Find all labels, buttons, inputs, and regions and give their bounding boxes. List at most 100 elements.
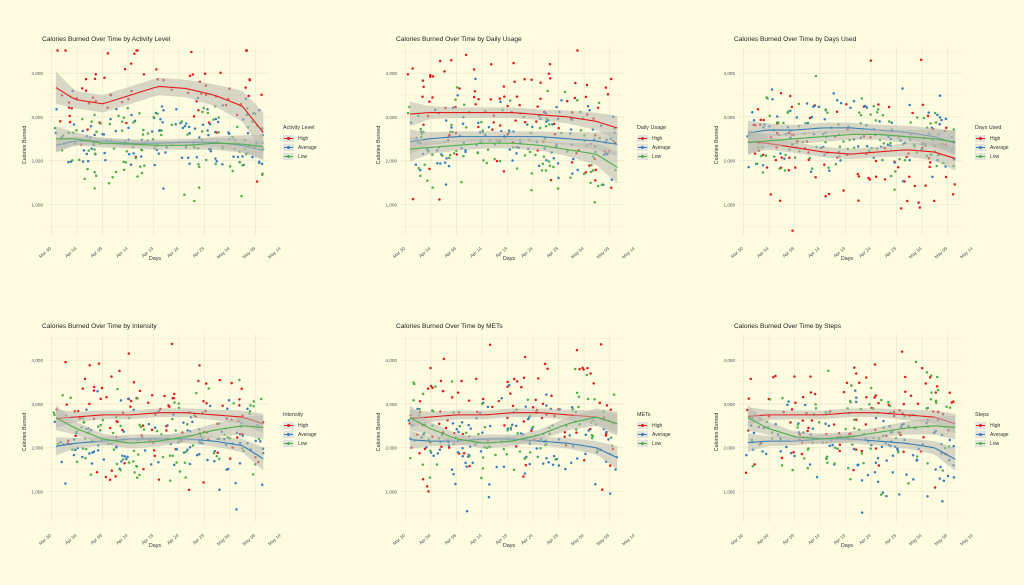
data-point [539, 447, 542, 450]
data-point [93, 187, 96, 190]
data-point [437, 422, 441, 426]
data-point [161, 455, 165, 459]
data-point [801, 395, 805, 399]
data-point [209, 150, 213, 153]
data-point [588, 108, 591, 112]
data-point [207, 133, 210, 137]
data-point [780, 464, 784, 467]
data-point [435, 463, 439, 466]
data-point [948, 406, 952, 409]
data-point [868, 402, 871, 406]
data-point [544, 169, 548, 172]
data-point [876, 456, 880, 460]
data-point [753, 463, 756, 466]
data-point [188, 462, 192, 466]
legend-key [975, 144, 986, 151]
data-point [876, 480, 880, 483]
data-point [480, 402, 484, 406]
data-point [582, 458, 586, 462]
data-point [903, 375, 907, 379]
data-point [467, 423, 470, 427]
data-point [94, 73, 98, 76]
data-point [563, 90, 567, 94]
data-point [585, 83, 589, 87]
data-point [198, 165, 201, 169]
data-point [474, 103, 477, 106]
data-point [93, 148, 96, 151]
data-point [110, 375, 113, 378]
data-point [156, 112, 159, 115]
chart-svg: 1,000 2,000 3,000 4,000 Mar 30 Apr 04 Apr 09 Ap… [386, 334, 636, 547]
data-point [173, 401, 176, 404]
data-point [775, 115, 779, 118]
data-point [421, 478, 425, 481]
data-point [915, 459, 918, 462]
data-point [202, 106, 206, 110]
y-tick-label: 3,000 [386, 115, 398, 120]
data-point [813, 392, 817, 396]
data-point [800, 452, 804, 456]
data-point [464, 150, 467, 154]
data-point [793, 156, 797, 159]
x-tick-label: May 09 [242, 533, 257, 547]
data-point [594, 482, 597, 486]
data-point [751, 464, 755, 468]
data-point [814, 74, 818, 78]
data-point [456, 391, 460, 394]
x-tick-label: May 09 [596, 533, 611, 547]
data-point [812, 105, 815, 108]
data-point [779, 152, 782, 155]
x-tick-label: May 14 [959, 246, 974, 260]
data-point [205, 401, 208, 405]
data-point [108, 122, 112, 126]
data-point [450, 396, 454, 399]
data-point [563, 435, 566, 439]
data-point [952, 444, 955, 448]
data-point [791, 229, 794, 232]
data-point [887, 105, 891, 109]
data-point [824, 108, 828, 111]
x-tick-label: May 09 [242, 246, 257, 260]
data-point [130, 113, 133, 117]
data-point [914, 360, 918, 364]
data-point [152, 115, 155, 119]
data-point [64, 49, 67, 52]
x-tick-label: Apr 29 [884, 533, 898, 546]
trend-line [55, 85, 264, 133]
data-point [605, 404, 609, 407]
data-point [417, 166, 421, 170]
data-point [74, 448, 77, 452]
data-point [925, 371, 929, 374]
data-point [95, 471, 99, 474]
data-point [213, 130, 217, 134]
data-point [456, 451, 460, 454]
x-tick-label: Apr 09 [444, 533, 458, 546]
data-point [92, 389, 96, 392]
data-point [592, 382, 595, 385]
data-point [768, 398, 772, 401]
data-point [522, 475, 525, 478]
data-point [155, 429, 159, 433]
data-point [810, 115, 814, 119]
x-tick-label: May 04 [570, 533, 585, 547]
data-point [839, 101, 843, 105]
data-point [444, 426, 448, 430]
data-point [409, 456, 412, 460]
data-point [825, 457, 828, 461]
data-point [585, 373, 589, 377]
data-point [115, 107, 118, 111]
x-tick-label: May 14 [959, 533, 974, 547]
data-point [198, 364, 201, 367]
data-point [885, 494, 888, 498]
data-point [881, 491, 885, 494]
data-point [860, 449, 864, 453]
data-point [447, 156, 451, 160]
confidence-band [55, 71, 264, 153]
data-point [584, 433, 588, 436]
data-point [480, 476, 483, 480]
data-point [584, 171, 588, 174]
data-point [178, 470, 182, 473]
data-point [556, 162, 560, 165]
data-point [119, 468, 122, 472]
data-point [491, 128, 494, 131]
